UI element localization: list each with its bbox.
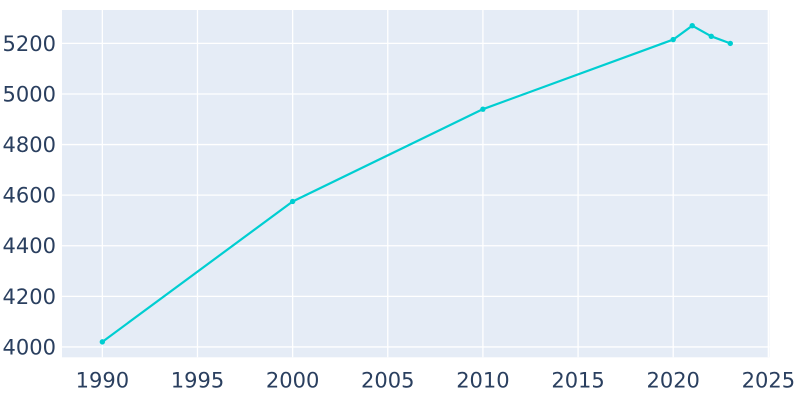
data-point-marker [289,198,296,205]
y-axis-tick-label: 4800 [3,133,56,157]
y-axis-tick-label: 4600 [3,184,56,208]
plot-area [62,10,770,358]
x-axis-tick-label: 1995 [171,368,224,392]
data-point-marker [480,106,486,112]
y-axis-tick-label: 4400 [3,234,56,258]
y-axis-tick-label: 4000 [3,335,56,359]
x-axis-tick-label: 2000 [266,368,319,392]
y-axis-tick-label: 4200 [3,285,56,309]
x-axis-tick-label: 2005 [361,368,414,392]
x-axis-tick-label: 2020 [646,368,699,392]
x-axis-tick-label: 2010 [456,368,509,392]
y-axis-tick-label: 5200 [3,32,56,56]
y-axis-tick-label: 5000 [3,82,56,106]
x-axis-tick-label: 1990 [76,368,129,392]
data-point-marker [689,22,695,29]
data-point-marker [727,40,733,47]
x-axis-tick-label: 2025 [742,368,795,392]
data-point-marker [670,36,676,43]
data-point-marker [99,339,106,345]
x-axis-tick-label: 2015 [551,368,604,392]
data-point-marker [708,33,714,40]
